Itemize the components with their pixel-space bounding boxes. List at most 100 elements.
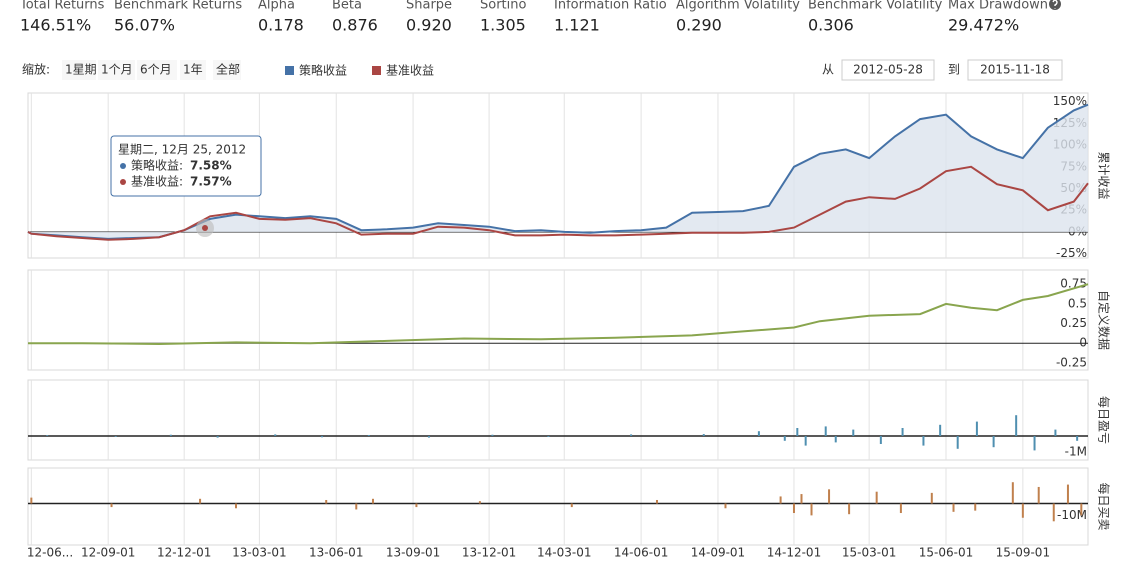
bar bbox=[796, 428, 799, 436]
bar bbox=[199, 498, 202, 504]
zoom-button[interactable]: 全部 bbox=[216, 62, 240, 77]
x-tick-label: 12-06... bbox=[27, 546, 73, 560]
stat-value: 0.876 bbox=[332, 16, 378, 35]
tooltip-value: 7.57% bbox=[190, 175, 232, 189]
bar bbox=[848, 503, 851, 515]
legend-swatch[interactable] bbox=[285, 66, 294, 75]
zoom-label: 缩放: bbox=[22, 62, 50, 77]
bar bbox=[1011, 482, 1014, 504]
zoom-button[interactable]: 1个月 bbox=[101, 63, 133, 77]
bar bbox=[1080, 503, 1083, 516]
series-line bbox=[28, 283, 1089, 346]
date-input[interactable] bbox=[967, 59, 1063, 81]
y-axis-title: 每日买卖 bbox=[1097, 482, 1112, 530]
bar bbox=[952, 503, 955, 512]
bar bbox=[922, 436, 925, 446]
bar bbox=[834, 436, 837, 443]
zoom-button[interactable]: 6个月 bbox=[140, 63, 172, 77]
stat-label: Sharpe bbox=[406, 0, 452, 13]
stat-value: 1.121 bbox=[554, 16, 600, 35]
bar bbox=[852, 429, 855, 436]
zoom-button-bg[interactable] bbox=[98, 60, 135, 80]
x-tick-label: 14-03-01 bbox=[537, 546, 591, 560]
tooltip-box bbox=[110, 135, 262, 197]
bar bbox=[355, 503, 358, 510]
bar bbox=[547, 436, 550, 437]
bar bbox=[1066, 484, 1069, 504]
zoom-button[interactable]: 1星期 bbox=[65, 63, 97, 77]
tooltip: 星期二, 12月 25, 2012 策略收益: 7.58% 基准收益: 7.57… bbox=[110, 135, 262, 237]
bar bbox=[779, 496, 782, 504]
stat-value: 0.178 bbox=[258, 16, 304, 35]
bar bbox=[371, 498, 374, 504]
stat-label: Benchmark Returns bbox=[114, 0, 242, 13]
bar bbox=[110, 503, 113, 508]
hover-point bbox=[202, 225, 208, 231]
y-tick-label: 0.5 bbox=[1068, 296, 1087, 310]
tooltip-label: 基准收益: bbox=[131, 175, 183, 189]
legend-swatch[interactable] bbox=[372, 66, 381, 75]
zoom-bar: 缩放: bbox=[22, 62, 50, 77]
bar bbox=[875, 491, 878, 504]
bar bbox=[1052, 503, 1055, 522]
stat-label: Beta bbox=[332, 0, 362, 13]
bar bbox=[800, 494, 803, 504]
bar bbox=[1054, 429, 1057, 436]
zoom-button-bg[interactable] bbox=[213, 60, 241, 80]
zoom-button[interactable]: 1年 bbox=[183, 63, 203, 77]
date-input[interactable] bbox=[841, 59, 935, 81]
y-tick-label: -1M bbox=[1065, 445, 1087, 459]
tooltip-label: 策略收益: bbox=[131, 158, 183, 173]
bar bbox=[702, 434, 705, 436]
range-to[interactable]: 2015-11-18 bbox=[980, 63, 1050, 77]
bar bbox=[655, 499, 658, 504]
x-tick-label: 13-06-01 bbox=[309, 546, 363, 560]
x-tick-label: 12-12-01 bbox=[157, 546, 211, 560]
bar bbox=[992, 436, 995, 448]
range-from-label: 从 bbox=[822, 63, 834, 77]
legend-label[interactable]: 策略收益 bbox=[299, 63, 347, 78]
zoom-button-bg[interactable] bbox=[62, 60, 96, 80]
tooltip-dot bbox=[120, 179, 126, 185]
x-tick-label: 14-12-01 bbox=[767, 546, 821, 560]
x-tick-label: 12-09-01 bbox=[81, 546, 135, 560]
bar bbox=[415, 503, 418, 508]
stat-label: Algorithm Volatility bbox=[676, 0, 800, 13]
legend-label[interactable]: 基准收益 bbox=[386, 64, 434, 78]
stat-label: Total Returns bbox=[19, 0, 105, 13]
stat-value: 0.920 bbox=[406, 16, 452, 35]
x-tick-label: 15-09-01 bbox=[996, 546, 1050, 560]
stat-value: 0.306 bbox=[808, 16, 854, 35]
zoom-button-bg[interactable] bbox=[180, 60, 206, 80]
y-axis-title: 每日盈亏 bbox=[1097, 396, 1112, 444]
stat-value: 1.305 bbox=[480, 16, 526, 35]
bar bbox=[570, 503, 573, 508]
bar bbox=[321, 436, 324, 438]
bar bbox=[724, 503, 727, 509]
bar bbox=[930, 492, 933, 504]
bar bbox=[46, 435, 49, 436]
bar bbox=[478, 501, 481, 504]
bar bbox=[234, 503, 237, 509]
stat-label: Benchmark Volatility bbox=[808, 0, 943, 13]
bar bbox=[828, 489, 831, 504]
bar bbox=[274, 434, 277, 436]
bar bbox=[1033, 436, 1036, 451]
stat-label: Max Drawdown bbox=[948, 0, 1048, 13]
tooltip-title: 星期二, 12月 25, 2012 bbox=[118, 143, 246, 157]
y-tick-label: -0.25 bbox=[1056, 355, 1087, 369]
bar bbox=[783, 436, 786, 441]
strategy-area bbox=[28, 104, 1088, 239]
x-tick-label: 13-03-01 bbox=[232, 546, 286, 560]
zoom-button-bg[interactable] bbox=[137, 60, 177, 80]
bar bbox=[939, 424, 942, 436]
range-from[interactable]: 2012-05-28 bbox=[853, 63, 923, 77]
bar bbox=[427, 436, 430, 438]
y-tick-label: 0.25 bbox=[1060, 316, 1087, 330]
bar bbox=[810, 503, 813, 516]
bar bbox=[757, 431, 760, 436]
x-tick-label: 14-09-01 bbox=[691, 546, 745, 560]
panel-frame bbox=[27, 379, 1089, 461]
bar bbox=[1076, 436, 1079, 441]
